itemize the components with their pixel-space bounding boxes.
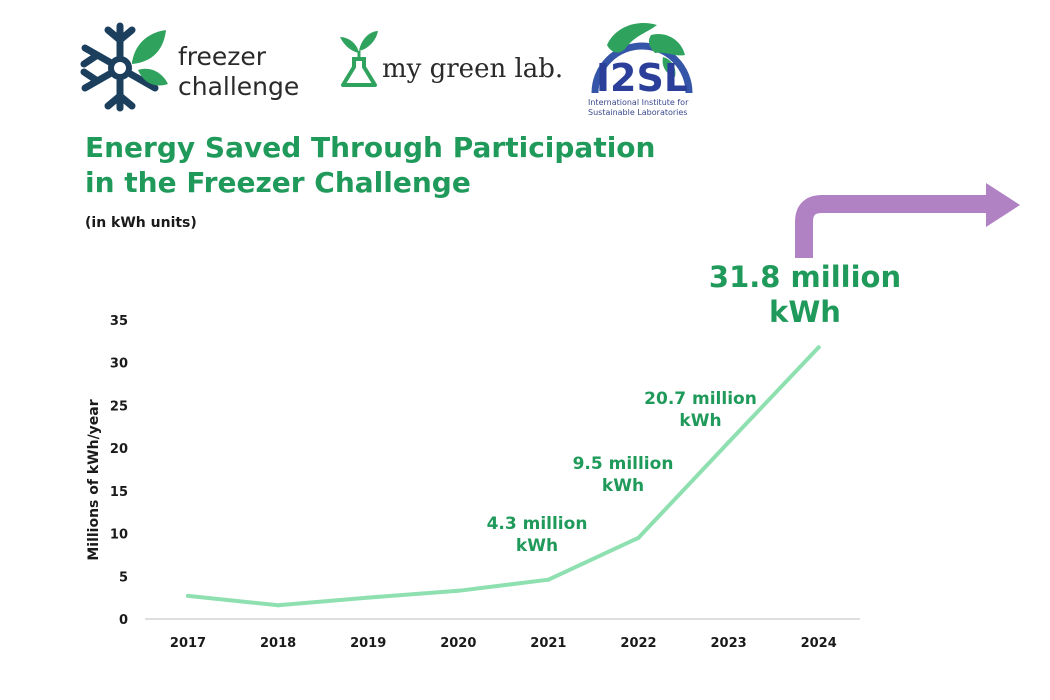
annotation-2024: 31.8 million kWh (700, 260, 910, 330)
snowflake-leaf-icon (80, 22, 168, 112)
data-point-2020 (456, 588, 461, 593)
y-tick-label: 15 (110, 485, 128, 500)
y-tick-label: 10 (110, 528, 128, 543)
x-tick-label: 2023 (711, 636, 747, 651)
annotation-2023-line-2: kWh (679, 411, 722, 431)
annotation-2023: 20.7 million kWh (628, 388, 773, 432)
x-ticks: 2017 2018 2019 2020 2021 2022 2023 2024 (170, 636, 837, 651)
data-point-2018 (276, 603, 281, 608)
x-tick-label: 2024 (801, 636, 837, 651)
i2sl-acronym: I2SL (596, 56, 688, 100)
my-green-lab-wordmark: my green lab. (382, 54, 564, 84)
growth-arrow (795, 195, 990, 258)
series-line (186, 345, 821, 608)
data-point-2019 (366, 595, 371, 600)
flask-sprout-icon (340, 31, 378, 87)
y-ticks: 0 5 10 15 20 25 30 35 (110, 314, 128, 628)
freezer-challenge-wordmark: freezer challenge (178, 42, 299, 102)
annotation-2023-line-1: 20.7 million (644, 389, 757, 409)
x-tick-label: 2018 (260, 636, 296, 651)
x-tick-label: 2017 (170, 636, 206, 651)
i2sl-caption-line-2: Sustainable Laboratories (588, 108, 688, 117)
logo-row: freezer challenge my green lab. I2SL Int… (0, 0, 760, 125)
growth-arrowhead (986, 183, 1020, 227)
annotation-2022-line-1: 9.5 million (572, 454, 674, 474)
chart-subtitle: (in kWh units) (85, 215, 197, 231)
data-point-2023 (726, 440, 731, 445)
chart-title: Energy Saved Through Participation in th… (85, 130, 655, 200)
x-tick-label: 2020 (440, 636, 476, 651)
annotation-2021: 4.3 million kWh (470, 513, 604, 557)
chart-title-line-1: Energy Saved Through Participation (85, 131, 656, 164)
annotation-2022: 9.5 million kWh (556, 453, 690, 497)
data-points (186, 345, 821, 608)
annotation-2021-line-2: kWh (515, 536, 559, 556)
i2sl-caption-line-1: International Institute for (588, 98, 689, 107)
freezer-challenge-line-1: freezer (178, 42, 267, 71)
y-tick-label: 0 (119, 613, 128, 628)
x-tick-label: 2021 (530, 636, 566, 651)
y-tick-label: 20 (110, 442, 128, 457)
annotation-2024-line-2: kWh (769, 295, 841, 329)
annotation-2022-line-2: kWh (601, 476, 645, 496)
x-tick-label: 2019 (350, 636, 386, 651)
y-tick-label: 35 (110, 314, 128, 329)
y-tick-label: 5 (119, 570, 128, 585)
i2sl-caption: International Institute for Sustainable … (588, 98, 728, 118)
data-point-2021 (546, 577, 551, 582)
y-tick-label: 30 (110, 357, 128, 372)
annotation-2024-line-1: 31.8 million (708, 260, 902, 294)
globe-icon: I2SL (591, 23, 693, 100)
annotation-2021-line-1: 4.3 million (486, 514, 588, 534)
y-axis-label: Millions of kWh/year (86, 399, 102, 560)
freezer-challenge-line-2: challenge (178, 72, 300, 101)
data-point-2024 (816, 345, 821, 350)
y-tick-label: 25 (110, 399, 128, 414)
data-point-2022 (636, 535, 641, 540)
x-tick-label: 2022 (620, 636, 656, 651)
chart-title-line-2: in the Freezer Challenge (85, 166, 471, 199)
data-point-2017 (186, 593, 190, 598)
